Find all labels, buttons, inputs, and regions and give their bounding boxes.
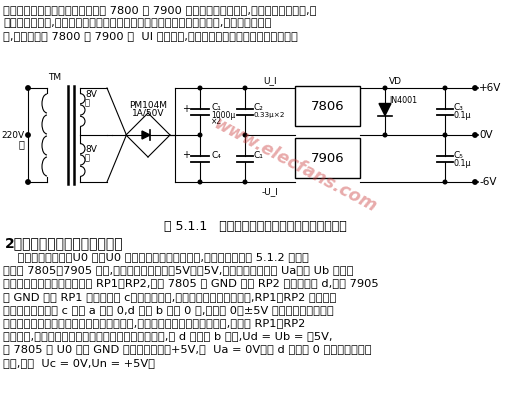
Circle shape — [443, 133, 447, 137]
Circle shape — [26, 86, 30, 90]
Text: C₂: C₂ — [254, 104, 264, 112]
Text: 相同,此时  Uc = 0V,Un = +5V。: 相同,此时 Uc = 0V,Un = +5V。 — [3, 358, 155, 368]
Text: +: + — [182, 104, 190, 114]
Circle shape — [198, 86, 202, 90]
Text: 8V: 8V — [85, 90, 97, 99]
Text: 0.1μ: 0.1μ — [454, 158, 472, 168]
Circle shape — [243, 86, 247, 90]
Text: 某些情况下要求－U0 和－U0 均能从零伏开始连续可调,此时可采用如图 5.1.2 所示电: 某些情况下要求－U0 和－U0 均能从零伏开始连续可调,此时可采用如图 5.1.… — [3, 252, 309, 262]
Text: -6V: -6V — [479, 177, 497, 187]
Text: 8V: 8V — [85, 145, 97, 154]
Text: 该电路的特点是增加了电位器 RP1、RP2,并将 7805 的 GND 端接 RP2 的滑动触头 d,而将 7905: 该电路的特点是增加了电位器 RP1、RP2,并将 7805 的 GND 端接 R… — [3, 278, 379, 288]
Polygon shape — [379, 104, 391, 116]
Text: 1A/50V: 1A/50V — [132, 109, 164, 118]
Circle shape — [473, 86, 477, 90]
Text: +: + — [182, 150, 190, 160]
Text: 220V: 220V — [1, 130, 24, 140]
Text: C₃: C₃ — [454, 104, 464, 112]
Bar — [295, 138, 360, 178]
Text: 0V: 0V — [479, 130, 493, 140]
Text: C₁: C₁ — [254, 150, 264, 160]
Text: C₄: C₄ — [211, 150, 221, 160]
Text: TM: TM — [49, 73, 61, 82]
Circle shape — [26, 133, 30, 137]
Text: VD: VD — [389, 77, 402, 86]
Text: 1000μ: 1000μ — [211, 110, 235, 120]
Circle shape — [383, 86, 387, 90]
Text: C₅: C₅ — [454, 150, 464, 160]
Text: ～: ～ — [85, 98, 90, 107]
Text: 0.1μ: 0.1μ — [454, 112, 472, 120]
Circle shape — [243, 180, 247, 184]
Circle shape — [198, 133, 202, 137]
Text: ～: ～ — [85, 153, 90, 162]
Circle shape — [383, 133, 387, 137]
Circle shape — [443, 180, 447, 184]
Text: 2．正负压可调输出式稳压电源: 2．正负压可调输出式稳压电源 — [5, 236, 124, 250]
Text: 而 7805 的 U0 端对 GND 端的电压固定为+5V,故  Ua = 0V。当 d 点移到 0 端时与典型用法: 而 7805 的 U0 端对 GND 端的电压固定为+5V,故 Ua = 0V。… — [3, 344, 371, 354]
Text: 7806: 7806 — [311, 100, 344, 112]
Text: 路。以 7805、7905 为例,二者稳压值分别为＋5V、－5V,输出电压依次用＋ Ua、－ Ub 表示。: 路。以 7805、7905 为例,二者稳压值分别为＋5V、－5V,输出电压依次用… — [3, 265, 354, 275]
Text: 图 5.1.1   能同时输出正压和负压的稳压电源电路: 图 5.1.1 能同时输出正压和负压的稳压电源电路 — [164, 220, 346, 233]
Text: 压。该电路实质上是通过改变公共端的电位,来控制稳压器输出电位的高低,在调整 RP1、RP2: 压。该电路实质上是通过改变公共端的电位,来控制稳压器输出电位的高低,在调整 RP… — [3, 318, 305, 328]
Polygon shape — [142, 131, 150, 139]
Text: 只同轴电位器。当 c 点从 a 滑至 0,d 点从 b 滑至 0 时,可获得 0～±5V 范围内的任何对称电: 只同轴电位器。当 c 点从 a 滑至 0,d 点从 b 滑至 0 时,可获得 0… — [3, 305, 334, 315]
Circle shape — [243, 133, 247, 137]
Text: ～: ～ — [18, 139, 24, 149]
Text: PM104M: PM104M — [129, 101, 167, 110]
Text: 的过程中,稳压器本身的稳压值仍保持恒定。举例说明,当 d 点滑至 b 端时,Ud = Ub = －5V,: 的过程中,稳压器本身的稳压值仍保持恒定。举例说明,当 d 点滑至 b 端时,Ud… — [3, 331, 333, 341]
Circle shape — [473, 180, 477, 184]
Circle shape — [443, 86, 447, 90]
Circle shape — [473, 133, 477, 137]
Text: 化变压器的设计,此时地与中心抽头的连线断开。若二者输入电阻不对称,就必须加中心抽: 化变压器的设计,此时地与中心抽头的连线断开。若二者输入电阻不对称,就必须加中心抽 — [3, 18, 271, 28]
Text: 的 GND 端接 RP1 的滑动触头 c。为便于调整,获得正负对称的输出电压,RP1、RP2 可合用一: 的 GND 端接 RP1 的滑动触头 c。为便于调整,获得正负对称的输出电压,R… — [3, 292, 336, 302]
Text: C₁: C₁ — [211, 104, 221, 112]
Text: 压器的次级带中心抽头。假如所用 7800 与 7900 的输入电阻严格对称,则可不加中心抽头,简: 压器的次级带中心抽头。假如所用 7800 与 7900 的输入电阻严格对称,则可… — [3, 5, 316, 15]
Text: 7906: 7906 — [311, 152, 344, 164]
Text: IN4001: IN4001 — [389, 96, 417, 105]
Text: U_I: U_I — [263, 76, 277, 85]
Circle shape — [26, 180, 30, 184]
Text: 头,否则会造成 7800 与 7900 的  UI 值不均衡,承受较高电压的那个芯片容易损坏。: 头,否则会造成 7800 与 7900 的 UI 值不均衡,承受较高电压的那个芯… — [3, 31, 298, 41]
Text: www.elecfans.com: www.elecfans.com — [211, 114, 380, 216]
Text: ×2: ×2 — [211, 118, 222, 126]
Text: 0.33μ×2: 0.33μ×2 — [254, 112, 286, 118]
Circle shape — [198, 180, 202, 184]
Text: +6V: +6V — [479, 83, 501, 93]
Bar — [295, 86, 360, 126]
Text: -U_I: -U_I — [262, 187, 278, 196]
